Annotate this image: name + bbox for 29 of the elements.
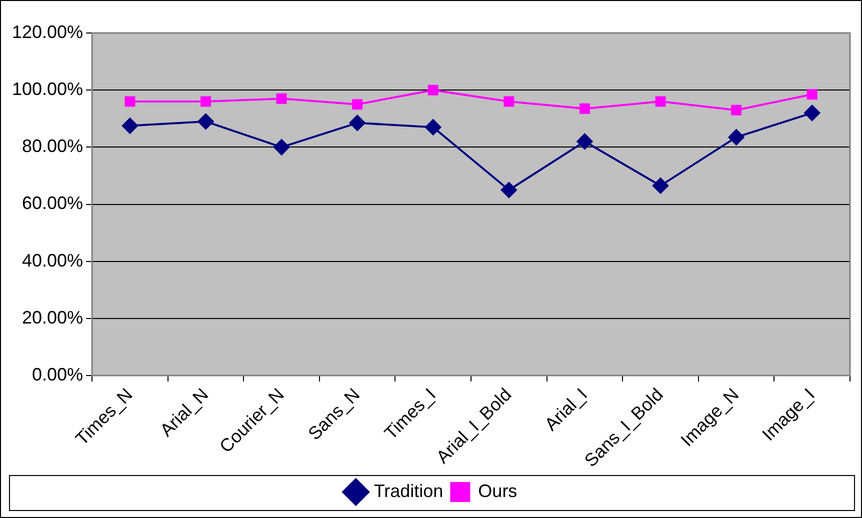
point [425, 119, 442, 136]
y-tick-label: 120.00% [12, 22, 84, 42]
point [652, 178, 669, 194]
point [274, 139, 290, 156]
point [124, 96, 136, 107]
point [504, 96, 514, 107]
y-tick-label: 100.00% [12, 79, 84, 100]
y-tick-label: 40.00% [22, 250, 84, 270]
point [576, 133, 593, 150]
point [731, 104, 742, 116]
point [276, 93, 287, 104]
y-tick-label: 60.00% [22, 193, 84, 214]
y-tick-label: 0.00% [32, 364, 84, 385]
point [428, 84, 438, 96]
point [579, 103, 590, 114]
point [804, 104, 820, 121]
point [198, 113, 214, 130]
legend-label: Tradition [374, 480, 444, 501]
point [122, 118, 138, 134]
point [806, 89, 818, 100]
point [349, 114, 366, 131]
point [200, 96, 211, 107]
y-tick-label: 80.00% [22, 136, 84, 156]
y-tick-label: 20.00% [22, 307, 84, 328]
point [728, 129, 744, 146]
point [500, 182, 517, 198]
legend-label: Ours [478, 480, 518, 501]
point [352, 99, 363, 110]
point [655, 96, 666, 107]
